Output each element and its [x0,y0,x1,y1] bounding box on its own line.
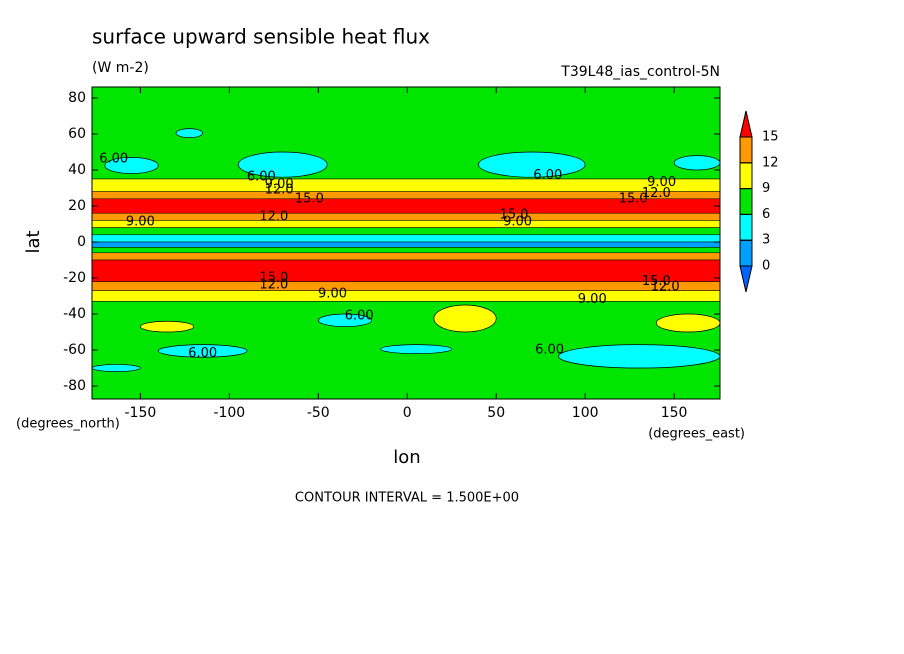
contour-label: 15.0 [259,271,288,286]
contour-label: 12.0 [259,209,288,224]
contour-band [91,259,721,282]
colorbar-arrow [739,265,753,293]
colorbar-label: 0 [762,259,770,274]
contour-patch [140,320,195,333]
contour-label: 15.0 [295,191,324,206]
contour-label: 9.00 [578,292,607,307]
contour-label: 15.0 [619,191,648,206]
contour-band [91,212,721,221]
contour-label: 12.0 [265,182,294,197]
contour-band [91,241,721,248]
y-axis-label: lat [23,230,44,253]
contour-label: 9.00 [647,175,676,190]
contour-patch [237,151,328,178]
plot-area: 6.006.009.0012.015.09.006.0015.09.0015.0… [91,86,721,400]
contour-band [91,220,721,228]
y-tick-label: 0 [77,234,86,250]
contour-patch [317,313,373,327]
colorbar-label: 6 [762,207,770,222]
contour-band [91,234,721,243]
y-unit: (degrees_north) [16,417,120,432]
y-tick-label: 60 [68,126,86,142]
x-tick-label: 100 [572,405,599,421]
colorbar-label: 9 [762,181,770,196]
colorbar-segment [739,188,753,215]
y-tick-label: -80 [63,378,86,394]
y-tick-label: -40 [63,306,86,322]
y-tick-label: 20 [68,198,86,214]
contour-patch [157,344,248,358]
x-axis-label: lon [393,447,420,468]
y-tick-label: -60 [63,342,86,358]
contour-patch [673,155,721,171]
contour-label: 6.00 [533,168,562,183]
contour-label: 12.0 [651,280,680,295]
contour-band [91,290,721,302]
colorbar-segment [739,213,753,241]
contour-patch [655,313,721,333]
contour-label: 9.00 [318,287,347,302]
contour-patch [104,157,159,174]
contour-label: 6.00 [188,346,217,361]
chart-subtitle: (W m-2) [92,60,149,76]
x-tick-label: -50 [307,405,330,421]
x-tick-label: 50 [487,405,505,421]
contour-patch [380,344,453,354]
x-tick-label: -150 [124,405,156,421]
contour-band [91,252,721,261]
contour-label: 15.0 [500,208,529,223]
footer: CONTOUR INTERVAL = 1.500E+00 [295,491,519,506]
contour-label: 6.00 [535,343,564,358]
contour-band [91,227,721,236]
colorbar-label: 15 [762,130,779,145]
plot-frame [91,86,721,400]
colorbar-segment [739,239,753,267]
x-tick-label: 150 [661,405,688,421]
colorbar-label: 12 [762,155,779,170]
contour-patch [91,364,141,372]
x-unit: (degrees_east) [648,427,745,442]
x-tick-label: -100 [213,405,245,421]
y-tick-label: 80 [68,90,86,106]
contour-label: 6.00 [345,308,374,323]
contour-patch [478,151,586,178]
contour-label: 12.0 [642,186,671,201]
y-tick-label: -20 [63,270,86,286]
y-tick-label: 40 [68,162,86,178]
contour-label: 9.00 [265,177,294,192]
contour-band [91,247,721,254]
colorbar-segment [739,162,753,190]
contour-label: 15.0 [642,274,671,289]
x-tick-label: 0 [403,405,412,421]
contour-label: 6.00 [247,170,276,185]
contour-patch [175,128,204,138]
chart-title: surface upward sensible heat flux [92,25,430,49]
colorbar-arrow [739,110,753,138]
dataset-label: T39L48_ias_control-5N [560,64,720,80]
colorbar-segment [739,136,753,164]
contour-label: 9.00 [503,215,532,230]
colorbar-label: 3 [762,233,770,248]
contour-label: 12.0 [259,278,288,293]
contour-patch [558,344,721,369]
contour-band [91,281,721,291]
contour-band [91,178,721,192]
contour-label: 6.00 [99,152,128,167]
contour-patch [433,304,497,333]
contour-label: 9.00 [126,215,155,230]
